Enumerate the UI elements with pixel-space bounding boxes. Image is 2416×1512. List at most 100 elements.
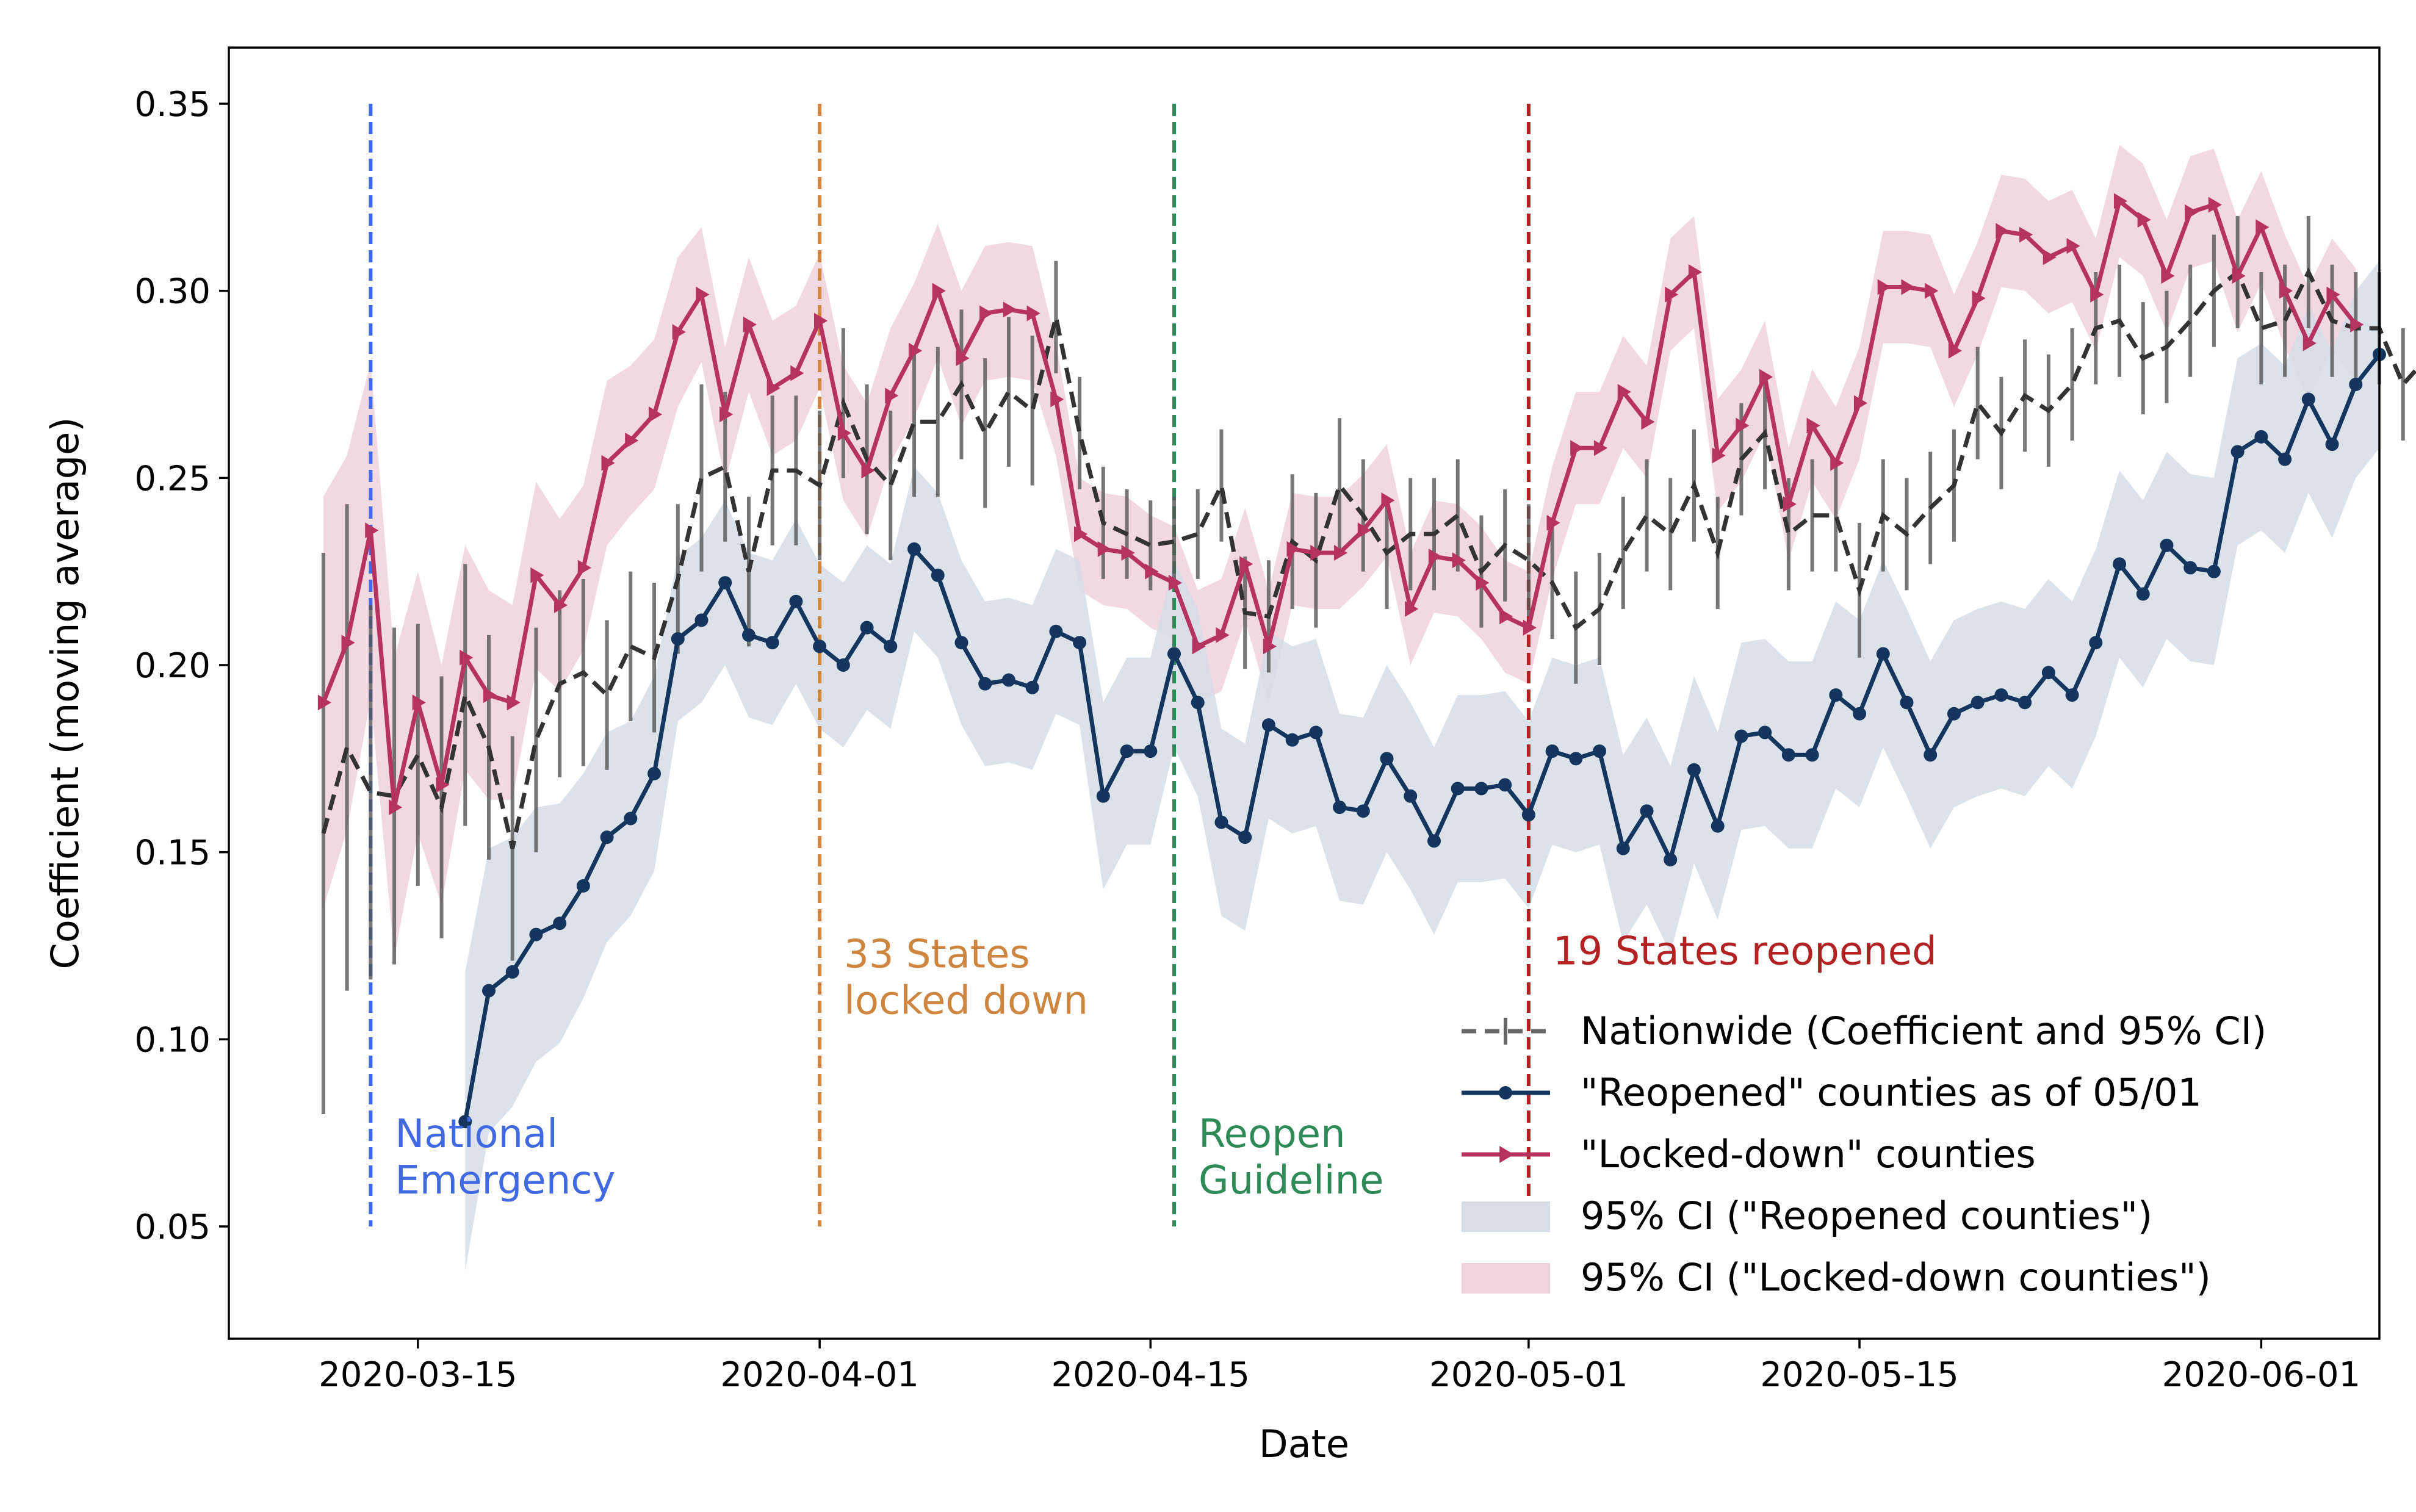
legend-swatch-ci-band [1462,1263,1550,1294]
locked-down-point [365,522,379,539]
reopened-point [1545,744,1559,758]
reopened-point [553,916,567,931]
locked-down-point [577,560,591,576]
locked-down-point [1996,223,2010,239]
locked-down-point [956,350,970,367]
reopened-point [1144,744,1158,758]
locked-down-point [412,694,426,711]
reopened-point [813,639,827,653]
reopened-point [1734,729,1748,743]
reopened-point [1900,696,1914,710]
reopened-point [1758,725,1772,740]
reopened-point [694,613,709,627]
locked-down-point [1972,290,1986,306]
reopened-point [1404,789,1418,803]
locked-down-point [1074,526,1088,542]
reopened-point [1285,733,1299,747]
reopened-point [2254,430,2268,444]
x-tick-label: 2020-04-15 [1051,1355,1250,1395]
locked-down-point [1499,608,1513,625]
reopened-point [1427,834,1441,848]
reopened-point [2065,688,2079,702]
locked-down-point [1003,301,1017,318]
reopened-point [1829,688,1843,702]
locked-down-point [388,799,403,816]
reopened-point [1498,778,1512,792]
reopened-point [765,636,779,650]
legend-label: Nationwide (Coefficient and 95% CI) [1581,1009,2266,1053]
reopened-point [1333,801,1347,815]
legend-swatch-reopened-dot [1499,1086,1512,1100]
locked-down-point [1263,638,1277,655]
legend-label: "Locked-down" counties [1581,1132,2036,1176]
locked-down-point [1168,575,1183,591]
locked-down-point [460,649,474,666]
locked-down-point [1617,384,1631,400]
reopened-point [931,568,945,582]
reopened-point [1191,696,1205,710]
event-label-1: National Emergency [395,1112,615,1203]
event-label-line: National [395,1112,558,1157]
event-label-line: Guideline [1199,1158,1383,1203]
locked-down-point [1736,417,1750,434]
locked-down-point [2232,268,2246,284]
reopened-point [954,636,968,650]
y-tick-label: 0.25 [134,459,211,499]
reopened-point [1521,808,1535,822]
reopened-point [2041,666,2055,680]
locked-down-point [766,380,781,397]
reopened-point [718,576,732,590]
y-tick-label: 0.20 [134,646,211,686]
x-axis-title: Date [1259,1422,1349,1466]
ci-band-reopened [465,261,2379,1272]
reopened-point [1924,748,1938,762]
locked-down-point [341,635,355,651]
locked-down-point [1712,447,1726,464]
locked-down-point [2019,226,2033,243]
reopened-point [1073,636,1087,650]
reopened-point [458,1115,472,1129]
locked-down-point [507,694,521,711]
reopened-point [2230,445,2245,459]
reopened-point [789,594,803,608]
locked-down-point [2350,316,2364,333]
y-tick-label: 0.30 [134,272,211,312]
locked-down-point [1405,601,1419,617]
x-tick-label: 2020-04-01 [720,1355,918,1395]
reopened-point [2207,564,2221,578]
reopened-point [2301,392,2315,406]
event-label-2: 33 States locked down [844,932,1088,1024]
y-tick-label: 0.05 [134,1208,211,1247]
reopened-point [1049,624,1063,638]
reopened-point [1214,815,1228,829]
locked-down-point [1877,279,1891,295]
reopened-point [647,766,662,780]
locked-down-point [317,694,331,711]
locked-down-point [1830,455,1844,471]
reopened-point [1711,819,1725,833]
locked-down-point [1026,305,1040,322]
reopened-point [1096,789,1110,803]
reopened-point [1569,752,1583,766]
reopened-point [671,632,685,646]
event-label-line: Emergency [395,1158,615,1203]
locked-down-point [2326,286,2340,303]
locked-down-point [861,463,875,479]
reopened-point [978,677,992,691]
locked-down-point [1097,541,1111,557]
locked-down-point [1948,342,1962,359]
reopened-point [1876,647,1890,661]
locked-down-point [2090,286,2104,303]
locked-down-point [1759,369,1773,385]
locked-down-point [1357,522,1371,539]
locked-down-point [1216,627,1230,643]
reopened-point [1640,804,1654,818]
locked-down-point [979,305,993,322]
x-tick-label: 2020-05-15 [1760,1355,1958,1395]
reopened-point [624,812,638,826]
locked-down-point [2208,196,2222,213]
reopened-point [2183,561,2198,575]
locked-down-point [1192,638,1206,655]
locked-down-point [2066,238,2080,254]
